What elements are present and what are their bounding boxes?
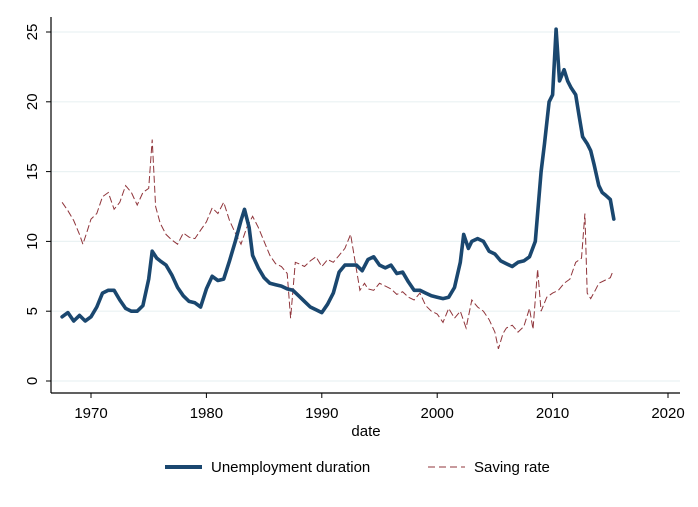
x-tick-label: 1970	[74, 405, 107, 422]
x-tick-label: 2010	[536, 405, 569, 422]
x-axis-ticks: 1970 1980 1990 2000 2010 2020	[74, 393, 685, 422]
series-saving-rate	[61, 139, 614, 350]
y-tick-label: 10	[24, 233, 41, 250]
axes	[50, 17, 680, 394]
x-tick-label: 2000	[421, 405, 454, 422]
y-tick-label: 20	[24, 93, 41, 110]
series-unemployment-duration	[60, 27, 616, 323]
legend-label-unemployment: Unemployment duration	[211, 459, 370, 476]
y-tick-label: 15	[24, 163, 41, 180]
y-tick-label: 0	[24, 377, 41, 385]
x-tick-label: 2020	[651, 405, 684, 422]
y-tick-label: 25	[24, 24, 41, 41]
y-tick-label: 5	[24, 307, 41, 315]
x-tick-label: 1990	[305, 405, 338, 422]
x-axis-title: date	[351, 423, 380, 440]
y-axis-ticks: 0 5 10 15 20 25	[24, 24, 51, 385]
gridlines	[51, 31, 680, 382]
plot-area	[60, 27, 616, 350]
legend: Unemployment duration Saving rate	[165, 459, 550, 476]
x-tick-label: 1980	[190, 405, 223, 422]
legend-label-saving: Saving rate	[474, 459, 550, 476]
